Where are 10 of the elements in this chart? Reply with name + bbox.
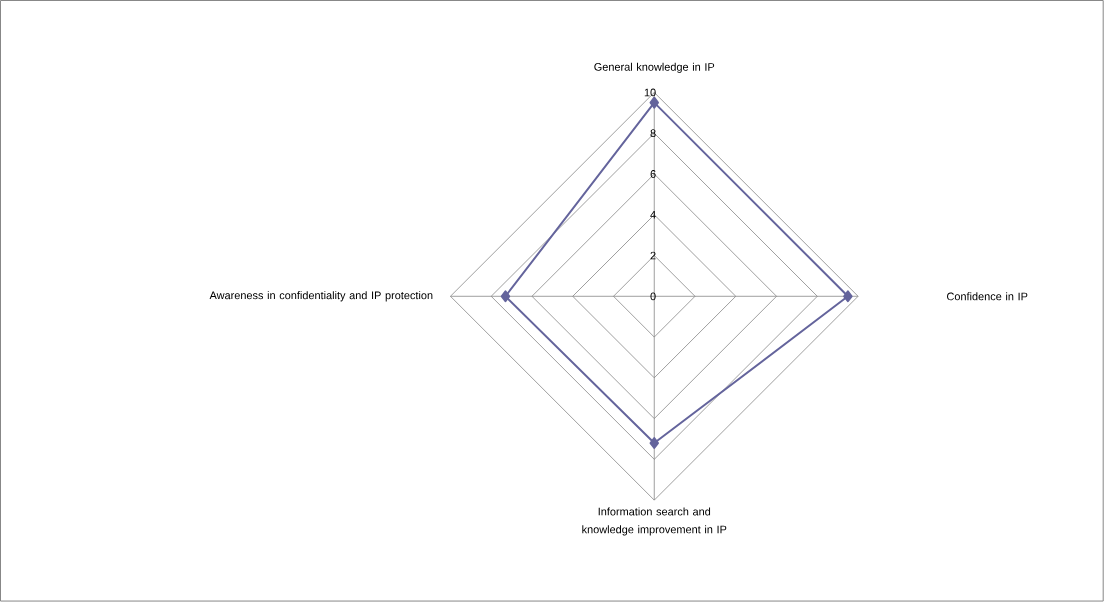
spoke-label: Confidence in IP: [947, 292, 1028, 301]
y-tick-label: 8: [650, 129, 656, 138]
spoke-label: General knowledge in IP: [594, 62, 715, 74]
y-tick-label: 6: [650, 170, 656, 179]
y-tick-label: 10: [644, 88, 656, 97]
spoke-label: Awareness in confidentiality and IP protection: [209, 291, 433, 302]
y-tick-label: 4: [650, 211, 656, 219]
y-tick-label: 0: [650, 292, 656, 301]
y-tick-label: 2: [650, 251, 656, 260]
spoke-label: Information search and knowledge improvement in IP: [582, 507, 727, 536]
